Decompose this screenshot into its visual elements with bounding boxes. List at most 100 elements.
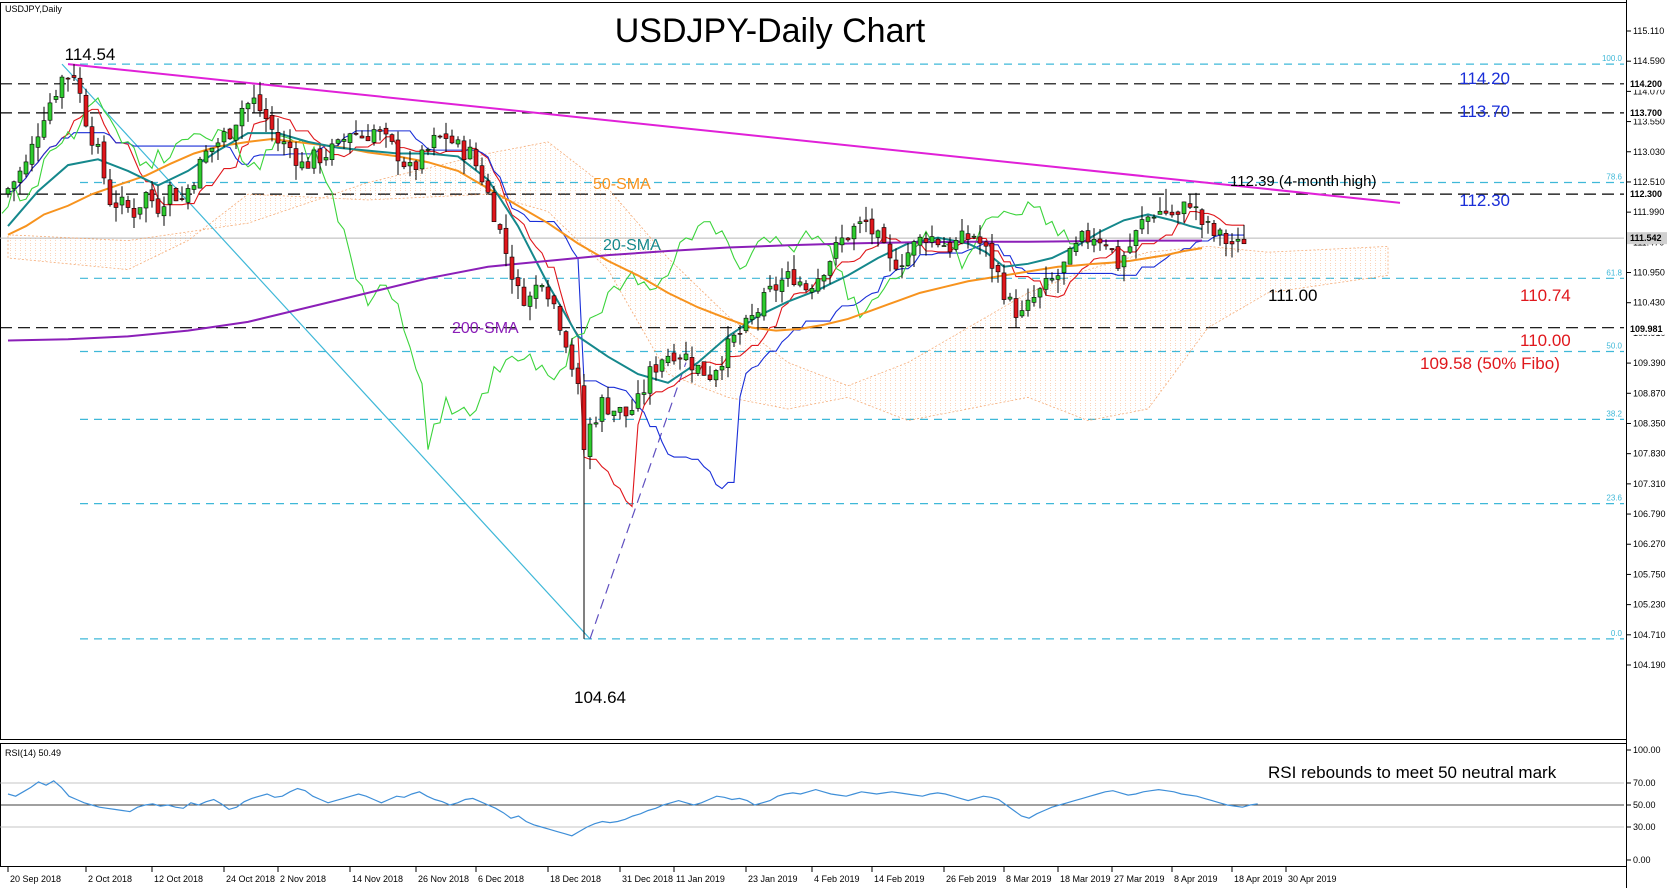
candle-body: [917, 236, 923, 246]
candle-body: [899, 265, 905, 268]
fib-level-label: 61.8: [1606, 268, 1622, 277]
candle-body: [335, 139, 341, 144]
chart-annotation: 104.64: [574, 688, 626, 707]
candle-body: [761, 292, 767, 317]
date-tick-label: 26 Feb 2019: [946, 874, 997, 884]
candle-body: [65, 77, 71, 80]
ichimoku-cloud: [7, 141, 1389, 421]
candle-body: [1133, 230, 1139, 246]
fib-level-label: 78.6: [1606, 173, 1622, 182]
candle-body: [167, 184, 173, 205]
candle-body: [173, 188, 179, 202]
candle-body: [41, 120, 47, 138]
candle-body: [677, 357, 683, 360]
candle-body: [581, 385, 587, 450]
chart-annotation: RSI rebounds to meet 50 neutral mark: [1268, 763, 1557, 782]
candle-body: [1157, 210, 1163, 215]
candle-body: [1109, 248, 1115, 251]
date-tick-label: 2 Oct 2018: [88, 874, 132, 884]
candle-body: [149, 189, 155, 202]
candle-body: [1031, 296, 1037, 303]
candle-body: [395, 139, 401, 162]
candle-body: [911, 241, 917, 256]
candle-body: [1145, 216, 1151, 222]
candle-body: [371, 129, 377, 143]
candle-body: [623, 406, 629, 417]
date-tick-label: 14 Nov 2018: [352, 874, 403, 884]
chart-annotation: 112.39 (4-month high): [1230, 173, 1376, 190]
candle-body: [965, 233, 971, 240]
candle-body: [449, 135, 455, 144]
candle-body: [737, 333, 743, 335]
candle-body: [1103, 244, 1109, 247]
candle-body: [881, 227, 887, 243]
candle-body: [533, 284, 539, 299]
candle-body: [1049, 278, 1055, 281]
candle-body: [953, 239, 959, 250]
candle-body: [1079, 231, 1085, 242]
candle-body: [107, 179, 113, 206]
candle-body: [485, 180, 491, 193]
price-tick-label: 108.870: [1633, 388, 1666, 398]
chart-annotation: 112.30: [1459, 191, 1510, 210]
candle-body: [203, 150, 209, 163]
date-tick-label: 24 Oct 2018: [226, 874, 275, 884]
candle-body: [713, 370, 719, 381]
candle-body: [1061, 261, 1067, 273]
rsi-tick-label: 100.00: [1633, 745, 1661, 755]
candle-body: [527, 295, 533, 307]
price-tick-label: 115.110: [1633, 26, 1664, 36]
candle-body: [191, 185, 197, 190]
candle-body: [77, 77, 83, 94]
fib-level-label: 100.0: [1602, 54, 1623, 63]
date-tick-label: 14 Feb 2019: [874, 874, 925, 884]
date-tick-label: 26 Nov 2018: [418, 874, 469, 884]
candle-body: [341, 138, 347, 142]
fib-level-label: 23.6: [1606, 494, 1622, 503]
candle-body: [323, 157, 329, 161]
candle-body: [683, 353, 689, 361]
candle-body: [563, 331, 569, 348]
candle-body: [359, 135, 365, 139]
price-tag-box: [1627, 106, 1667, 119]
candle-body: [11, 181, 17, 189]
candle-body: [479, 165, 485, 183]
candle-body: [977, 236, 983, 244]
candle-body: [1073, 243, 1079, 252]
candle-body: [455, 139, 461, 145]
candle-body: [29, 143, 35, 165]
date-tick-label: 8 Apr 2019: [1174, 874, 1218, 884]
candle-body: [587, 423, 593, 457]
candle-body: [227, 128, 233, 140]
date-tick-label: 6 Dec 2018: [478, 874, 524, 884]
candle-body: [161, 206, 167, 217]
candle-body: [209, 147, 215, 152]
candle-body: [185, 188, 191, 203]
candle-body: [101, 141, 107, 179]
candle-body: [725, 338, 731, 368]
candle-body: [539, 285, 545, 288]
candle-body: [365, 136, 371, 142]
kijun-sen-line: [7, 130, 1244, 490]
candle-body: [215, 142, 221, 147]
candle-body: [857, 221, 863, 224]
candle-body: [929, 236, 935, 243]
price-tag-label: 109.981: [1630, 324, 1663, 334]
candle-body: [863, 219, 869, 222]
candle-body: [1127, 246, 1133, 253]
price-tag-box: [1627, 232, 1667, 245]
price-tick-label: 109.390: [1633, 358, 1666, 368]
candle-body: [791, 269, 797, 286]
candle-body: [617, 406, 623, 413]
candle-body: [383, 127, 389, 135]
candle-body: [1151, 216, 1157, 219]
candle-body: [119, 196, 125, 206]
candle-body: [245, 103, 251, 110]
candle-body: [419, 149, 425, 170]
date-tick-label: 18 Dec 2018: [550, 874, 601, 884]
sma-line-50-sma: [7, 137, 1203, 332]
candle-body: [665, 355, 671, 364]
rsi-tick-label: 70.00: [1633, 778, 1656, 788]
price-tick-label: 114.590: [1633, 56, 1665, 66]
